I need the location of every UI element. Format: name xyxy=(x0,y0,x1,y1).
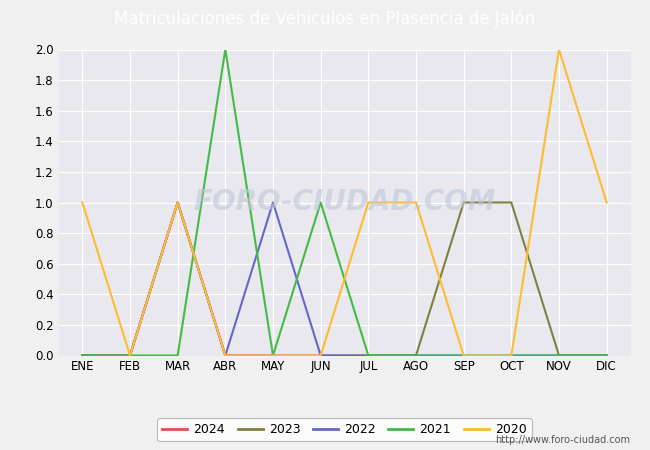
Text: Matriculaciones de Vehiculos en Plasencia de Jalón: Matriculaciones de Vehiculos en Plasenci… xyxy=(114,9,536,28)
Text: http://www.foro-ciudad.com: http://www.foro-ciudad.com xyxy=(495,435,630,445)
Legend: 2024, 2023, 2022, 2021, 2020: 2024, 2023, 2022, 2021, 2020 xyxy=(157,418,532,441)
Text: FORO-CIUDAD.COM: FORO-CIUDAD.COM xyxy=(193,189,496,216)
